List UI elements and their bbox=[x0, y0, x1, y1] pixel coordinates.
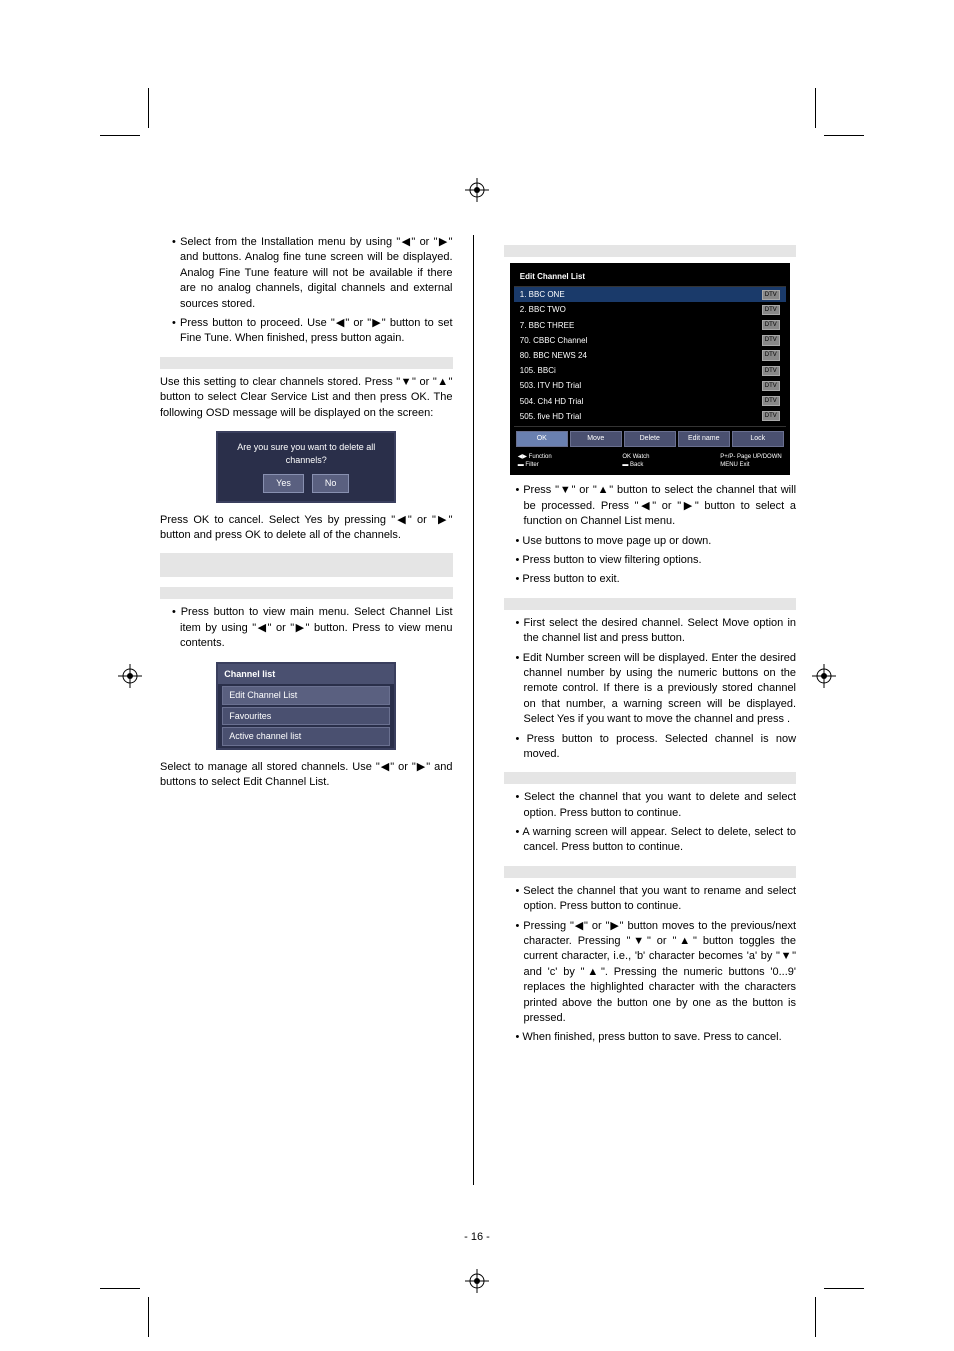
registration-mark-icon bbox=[465, 1269, 489, 1293]
dtv-badge: DTV bbox=[762, 320, 780, 330]
bullet: • A warning screen will appear. Select t… bbox=[516, 825, 797, 856]
yes-button[interactable]: Yes bbox=[263, 474, 304, 493]
channel-name: 504. Ch4 HD Trial bbox=[520, 396, 584, 407]
page-content: • Select from the Installation menu by u… bbox=[160, 235, 796, 1185]
channel-name: 80. BBC NEWS 24 bbox=[520, 350, 587, 361]
channel-name: 7. BBC THREE bbox=[520, 320, 575, 331]
channel-row[interactable]: 105. BBCi DTV bbox=[514, 363, 786, 378]
back-label: ▬ Back bbox=[622, 462, 643, 468]
confirm-dialog: Are you sure you want to delete all chan… bbox=[216, 431, 396, 503]
registration-mark-icon bbox=[812, 664, 836, 688]
menu-item[interactable]: Active channel list bbox=[222, 727, 390, 746]
menu-item[interactable]: Edit Channel List bbox=[222, 686, 390, 705]
registration-mark-icon bbox=[118, 664, 142, 688]
crop-mark bbox=[824, 1288, 864, 1289]
channel-row[interactable]: 503. ITV HD Trial DTV bbox=[514, 378, 786, 393]
bullet: • Press "▼" or "▲" button to select the … bbox=[516, 483, 797, 529]
bullet: • Press button to exit. bbox=[516, 572, 797, 587]
crop-mark bbox=[824, 135, 864, 136]
channel-row[interactable]: 70. CBBC Channel DTV bbox=[514, 333, 786, 348]
ok-button[interactable]: OK bbox=[516, 431, 568, 447]
dtv-badge: DTV bbox=[762, 411, 780, 421]
dtv-badge: DTV bbox=[762, 381, 780, 391]
section-heading bbox=[504, 598, 797, 610]
bullet: • Press button to process. Selected chan… bbox=[516, 732, 797, 763]
crop-mark bbox=[100, 1288, 140, 1289]
bullet: • Press button to view filtering options… bbox=[516, 553, 797, 568]
bullet: • Select the channel that you want to re… bbox=[516, 884, 797, 915]
menu-header: Channel list bbox=[218, 664, 394, 685]
bullet: • Select the channel that you want to de… bbox=[516, 790, 797, 821]
watch-label: OK Watch bbox=[622, 454, 649, 460]
channel-row[interactable]: 7. BBC THREE DTV bbox=[514, 318, 786, 333]
page-number: - 16 - bbox=[464, 1231, 490, 1243]
bullet: • Press button to view main menu. Select… bbox=[172, 605, 453, 651]
crop-mark bbox=[815, 88, 816, 128]
delete-button[interactable]: Delete bbox=[624, 431, 676, 447]
section-heading bbox=[160, 553, 453, 577]
menu-item[interactable]: Favourites bbox=[222, 707, 390, 726]
section-heading bbox=[504, 245, 797, 257]
bullet: • When finished, press button to save. P… bbox=[516, 1030, 797, 1045]
dtv-badge: DTV bbox=[762, 366, 780, 376]
move-button[interactable]: Move bbox=[570, 431, 622, 447]
channel-name: 70. CBBC Channel bbox=[520, 335, 588, 346]
dtv-badge: DTV bbox=[762, 350, 780, 360]
bullet: • First select the desired channel. Sele… bbox=[516, 616, 797, 647]
function-label: ◀▶ Function bbox=[518, 454, 552, 460]
dtv-badge: DTV bbox=[762, 290, 780, 300]
column-divider bbox=[473, 235, 474, 1185]
channel-list-menu: Channel list Edit Channel List Favourites… bbox=[216, 662, 396, 750]
channel-row[interactable]: 2. BBC TWO DTV bbox=[514, 302, 786, 317]
bullet: • Select from the Installation menu by u… bbox=[172, 235, 453, 312]
right-column: Edit Channel List 1. BBC ONEDTV2. BBC TW… bbox=[504, 235, 797, 1185]
filter-label: ▬ Filter bbox=[518, 462, 539, 468]
confirm-text: Are you sure you want to delete all chan… bbox=[226, 441, 386, 466]
channel-row[interactable]: 505. five HD Trial DTV bbox=[514, 409, 786, 424]
edit-channel-list: Edit Channel List 1. BBC ONEDTV2. BBC TW… bbox=[510, 263, 790, 475]
section-heading bbox=[504, 772, 797, 784]
dtv-badge: DTV bbox=[762, 396, 780, 406]
dtv-badge: DTV bbox=[762, 335, 780, 345]
bullet: • Press button to proceed. Use "◀" or "▶… bbox=[172, 316, 453, 347]
left-column: • Select from the Installation menu by u… bbox=[160, 235, 453, 1185]
paragraph: Use this setting to clear channels store… bbox=[160, 375, 453, 421]
exit-label: MENU Exit bbox=[720, 462, 749, 468]
page-label: P+/P- Page UP/DOWN bbox=[720, 454, 782, 460]
bullet: • Use buttons to move page up or down. bbox=[516, 534, 797, 549]
crop-mark bbox=[100, 135, 140, 136]
lock-button[interactable]: Lock bbox=[732, 431, 784, 447]
section-heading bbox=[160, 587, 453, 599]
channel-row[interactable]: 80. BBC NEWS 24 DTV bbox=[514, 348, 786, 363]
section-heading bbox=[160, 357, 453, 369]
edit-list-header: Edit Channel List bbox=[514, 267, 786, 287]
channel-name: 1. BBC ONE bbox=[520, 289, 565, 300]
dtv-badge: DTV bbox=[762, 305, 780, 315]
edit-name-button[interactable]: Edit name bbox=[678, 431, 730, 447]
paragraph: Press OK to cancel. Select Yes by pressi… bbox=[160, 513, 453, 544]
channel-row[interactable]: 504. Ch4 HD Trial DTV bbox=[514, 394, 786, 409]
channel-row[interactable]: 1. BBC ONE DTV bbox=[514, 287, 786, 302]
channel-name: 503. ITV HD Trial bbox=[520, 380, 581, 391]
paragraph: Select to manage all stored channels. Us… bbox=[160, 760, 453, 791]
crop-mark bbox=[815, 1297, 816, 1337]
crop-mark bbox=[148, 88, 149, 128]
section-heading bbox=[504, 866, 797, 878]
bullet: • Pressing "◀" or "▶" button moves to th… bbox=[516, 919, 797, 1027]
registration-mark-icon bbox=[465, 178, 489, 202]
no-button[interactable]: No bbox=[312, 474, 350, 493]
channel-name: 105. BBCi bbox=[520, 365, 556, 376]
crop-mark bbox=[148, 1297, 149, 1337]
channel-name: 505. five HD Trial bbox=[520, 411, 581, 422]
bullet: • Edit Number screen will be displayed. … bbox=[516, 651, 797, 728]
channel-name: 2. BBC TWO bbox=[520, 304, 566, 315]
